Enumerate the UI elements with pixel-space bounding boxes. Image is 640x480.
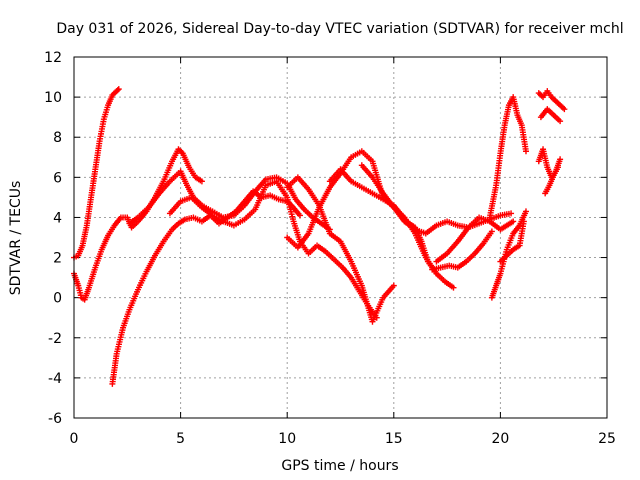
data-point xyxy=(433,270,440,277)
chart-title: Day 031 of 2026, Sidereal Day-to-day VTE… xyxy=(56,21,623,37)
y-tick-label: -2 xyxy=(48,331,62,347)
x-tick-label: 15 xyxy=(385,431,403,447)
series-arc-1 xyxy=(71,86,122,261)
data-point xyxy=(488,228,495,235)
y-tick-label: 6 xyxy=(53,170,62,186)
series-arc-6 xyxy=(284,174,397,325)
series-arc-17 xyxy=(535,146,564,181)
series-arc-11 xyxy=(429,228,495,273)
data-point xyxy=(554,164,561,171)
series-arc-12 xyxy=(486,94,529,221)
series-arc-16 xyxy=(537,106,564,125)
series-arc-15 xyxy=(535,88,568,113)
y-axis-label: SDTVAR / TECUs xyxy=(8,181,24,296)
data-point xyxy=(520,218,527,225)
data-point xyxy=(390,282,397,289)
series-arc-14 xyxy=(497,218,527,265)
y-tick-label: 4 xyxy=(53,210,62,226)
data-point xyxy=(522,148,529,155)
x-tick-label: 25 xyxy=(598,431,616,447)
y-tick-label: 12 xyxy=(44,50,62,66)
data-point xyxy=(557,156,564,163)
y-tick-label: 0 xyxy=(53,291,62,307)
y-tick-label: -4 xyxy=(48,371,62,387)
y-tick-label: 10 xyxy=(44,90,62,106)
x-tick-label: 5 xyxy=(176,431,185,447)
x-tick-label: 20 xyxy=(491,431,509,447)
data-point xyxy=(114,87,121,94)
plot-frame xyxy=(73,56,608,419)
data-point xyxy=(198,178,205,185)
data-point xyxy=(508,210,515,217)
x-tick-label: 0 xyxy=(70,431,79,447)
x-axis-label: GPS time / hours xyxy=(281,458,398,474)
y-tick-label: -6 xyxy=(48,411,62,427)
y-tick-label: 2 xyxy=(53,251,62,267)
series-arc-9 xyxy=(358,162,440,277)
x-tick-label: 10 xyxy=(278,431,296,447)
data-points xyxy=(71,86,568,387)
data-point xyxy=(510,218,517,225)
data-point xyxy=(450,284,457,291)
series-arc-10 xyxy=(433,214,517,265)
data-point xyxy=(557,118,564,125)
data-point xyxy=(115,86,122,93)
data-point xyxy=(296,212,303,219)
series-arc-18 xyxy=(542,164,561,197)
y-tick-label: 8 xyxy=(53,130,62,146)
series-arc-2 xyxy=(71,146,205,303)
data-point xyxy=(522,208,529,215)
data-point xyxy=(561,106,568,113)
axis-tick-labels: 0 5 10 15 20 25 -6 -4 -2 0 2 4 6 8 10 12 xyxy=(44,50,616,447)
